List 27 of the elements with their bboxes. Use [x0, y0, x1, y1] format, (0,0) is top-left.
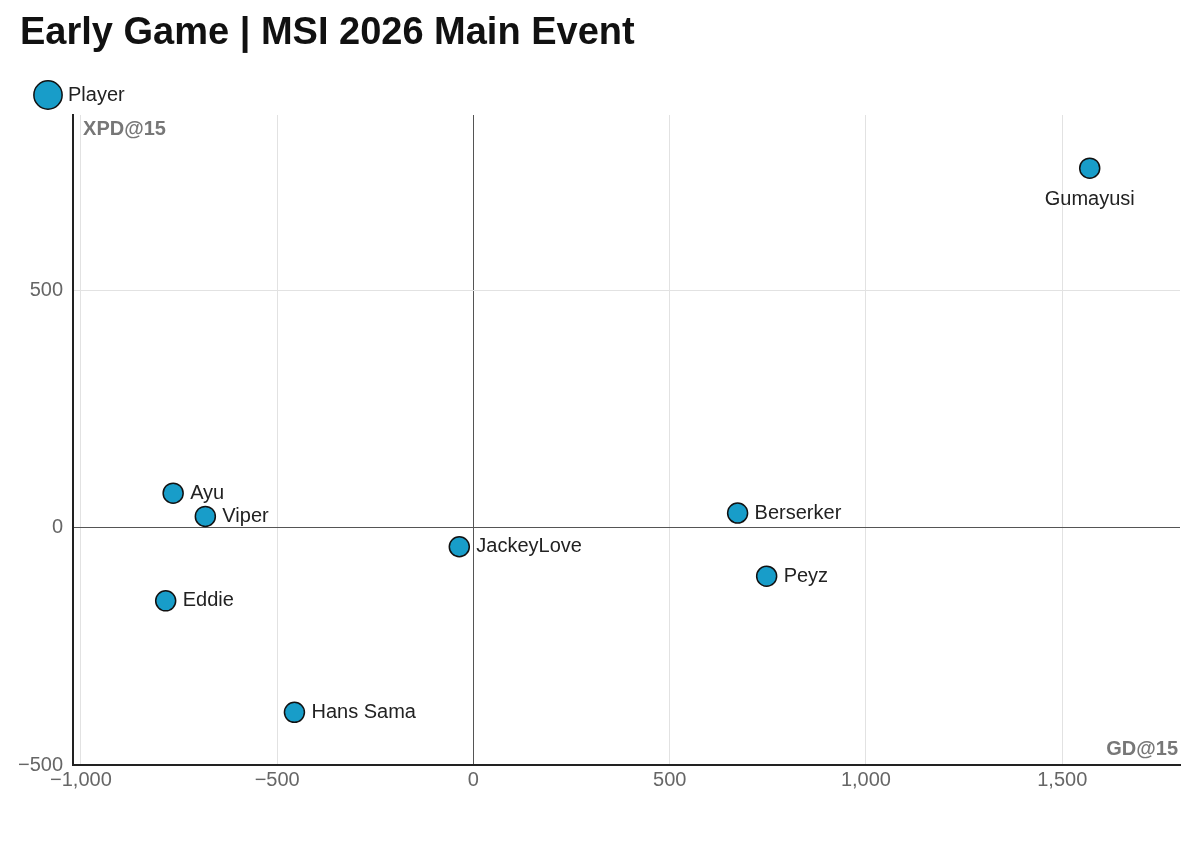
point	[448, 536, 471, 558]
point	[1078, 157, 1101, 179]
annotation: Ayu	[190, 480, 225, 503]
annotation: Peyz	[783, 563, 829, 586]
point	[162, 482, 184, 504]
point	[755, 565, 778, 587]
y-axis-title: XPD@15	[83, 116, 166, 139]
x-tick-label: 500	[653, 767, 687, 790]
point	[154, 590, 177, 612]
annotation: JackeyLove	[476, 534, 582, 557]
point	[726, 502, 749, 524]
chart-title: Early Game | MSI 2026 Main Event	[20, 10, 636, 53]
x-tick-label: 0	[467, 767, 479, 790]
x-tick-label: 1,500	[1037, 767, 1088, 790]
annotation: Viper	[222, 503, 269, 526]
x-axis-title: GD@15	[1106, 736, 1178, 759]
legend-label: Player	[68, 82, 126, 105]
x-tick-label: −500	[254, 767, 300, 790]
annotation: Berserker	[754, 500, 842, 523]
x-tick-label: 1,000	[840, 767, 891, 790]
y-tick-label: 0	[51, 515, 64, 538]
annotation: Eddie	[182, 588, 234, 611]
point	[194, 505, 217, 528]
annotation: Hans Sama	[311, 699, 417, 722]
point	[283, 701, 306, 724]
annotation: Gumayusi	[1044, 186, 1135, 209]
y-tick-label: 500	[29, 278, 64, 301]
